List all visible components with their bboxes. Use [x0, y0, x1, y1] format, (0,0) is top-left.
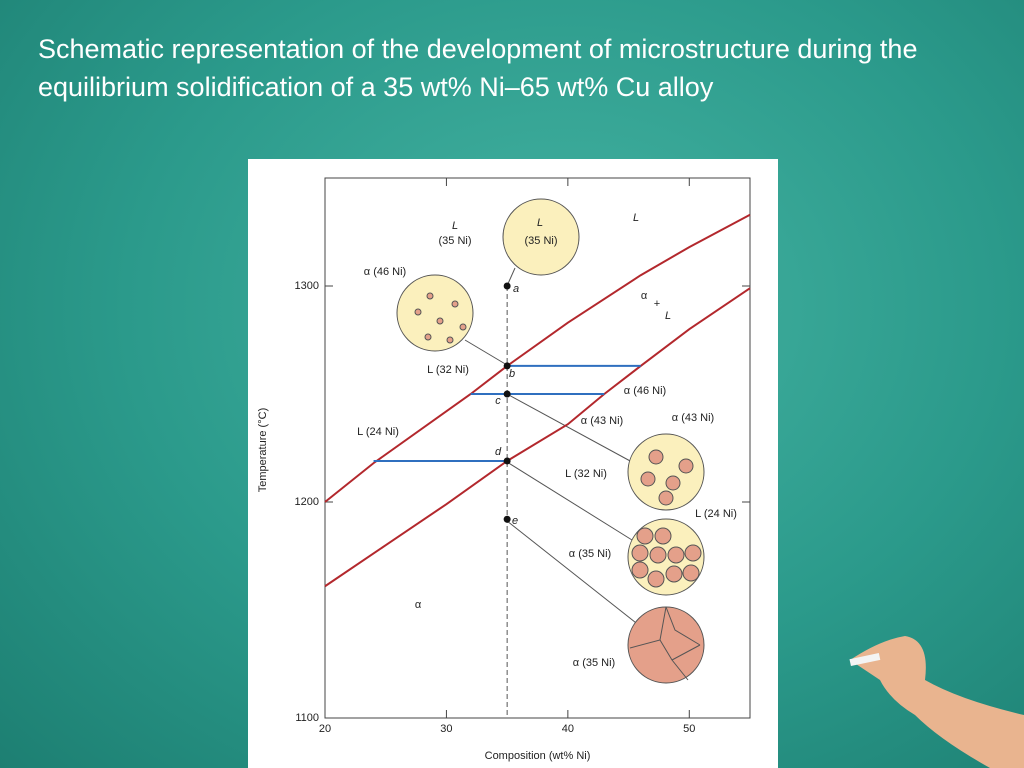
- y-tick-label: 1200: [295, 496, 319, 508]
- annotation: α (46 Ni): [364, 266, 406, 278]
- annotation: (35 Ni): [438, 235, 471, 247]
- annotation: b: [509, 368, 515, 380]
- phase-boundary: [324, 213, 751, 503]
- annotation: (35 Ni): [524, 235, 557, 247]
- x-tick-label: 20: [319, 723, 331, 735]
- annotation: α: [415, 599, 422, 611]
- x-axis-label: Composition (wt% Ni): [485, 750, 591, 762]
- annotation: α (43 Ni): [581, 415, 623, 427]
- state-point: [503, 362, 511, 370]
- state-point: [503, 457, 511, 465]
- y-tick-label: 1100: [295, 712, 319, 724]
- x-tick-label: 40: [562, 723, 574, 735]
- x-tick-label: 50: [683, 723, 695, 735]
- y-tick-label: 1300: [295, 280, 319, 292]
- state-point: [503, 282, 511, 290]
- micrographs: [396, 198, 705, 684]
- annotation: a: [513, 283, 519, 295]
- annotation: L (24 Ni): [695, 508, 737, 520]
- annotation: +: [654, 298, 660, 310]
- y-axis-label: Temperature (°C): [257, 408, 269, 492]
- annotation: L (24 Ni): [357, 426, 399, 438]
- annotation: α (35 Ni): [573, 657, 615, 669]
- annotation: L: [633, 212, 639, 224]
- annotation: α: [641, 290, 648, 302]
- annotation: d: [495, 446, 502, 458]
- annotation: L (32 Ni): [427, 364, 469, 376]
- state-point: [503, 390, 511, 398]
- annotation: L: [665, 310, 671, 322]
- annotation: α (46 Ni): [624, 385, 666, 397]
- annotation: e: [512, 515, 518, 527]
- annotation: c: [495, 395, 501, 407]
- plot-frame: [324, 177, 751, 719]
- annotation: α (43 Ni): [672, 412, 714, 424]
- state-point: [503, 515, 511, 523]
- slide-title: Schematic representation of the developm…: [38, 34, 918, 102]
- annotation: α (35 Ni): [569, 548, 611, 560]
- annotation: L: [452, 220, 458, 232]
- annotation: L (32 Ni): [565, 468, 607, 480]
- x-tick-label: 30: [440, 723, 452, 735]
- phase-boundary: [324, 287, 751, 588]
- annotation: L: [537, 217, 543, 229]
